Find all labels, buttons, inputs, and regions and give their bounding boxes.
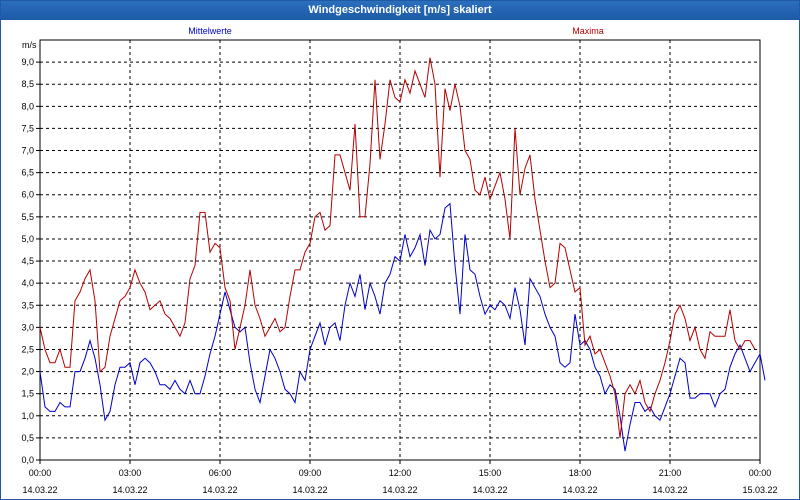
x-tick-time-label: 18:00 (569, 468, 592, 478)
y-tick-label: 0,0 (21, 455, 34, 465)
y-tick-label: 3,5 (21, 300, 34, 310)
y-tick-label: 1,5 (21, 389, 34, 399)
x-tick-time-label: 06:00 (209, 468, 232, 478)
y-tick-label: 4,0 (21, 278, 34, 288)
x-tick-date-label: 15.03.22 (742, 485, 777, 495)
series-line-mittelwerte (39, 202, 766, 452)
y-tick-label: 2,5 (21, 344, 34, 354)
y-tick-label: 9,0 (21, 57, 34, 67)
y-tick-label: 8,5 (21, 79, 34, 89)
y-tick-label: 4,5 (21, 256, 34, 266)
y-tick-label: 6,5 (21, 168, 34, 178)
x-tick-date-label: 14.03.22 (472, 485, 507, 495)
legend-item-maxima: Maxima (572, 26, 604, 36)
legend-item-mittelwerte: Mittelwerte (188, 26, 232, 36)
chart-title: Windgeschwindigkeit [m/s] skaliert (1, 1, 799, 20)
x-tick-date-label: 14.03.22 (382, 485, 417, 495)
y-tick-label: 1,0 (21, 411, 34, 421)
series-line-maxima (39, 57, 756, 438)
x-tick-date-label: 14.03.22 (562, 485, 597, 495)
x-axis-ticks: 00:00 14.03.22 03:00 14.03.22 06:00 14.03.22 0… (22, 460, 778, 495)
x-tick-time-label: 00:00 (749, 468, 772, 478)
y-tick-label: 3,0 (21, 322, 34, 332)
y-tick-label: 2,0 (21, 367, 34, 377)
y-axis-ticks: 0,0 0,5 1,0 1,5 2,0 2,5 3,0 3,5 4,0 4,5 5,0 5,5 6,0 6… (21, 57, 40, 465)
x-tick-time-label: 21:00 (659, 468, 682, 478)
y-tick-label: 0,5 (21, 433, 34, 443)
legend: Mittelwerte Maxima (188, 26, 604, 36)
x-tick-time-label: 12:00 (389, 468, 412, 478)
y-tick-label: 5,5 (21, 212, 34, 222)
y-tick-label: 5,0 (21, 234, 34, 244)
x-tick-time-label: 09:00 (299, 468, 322, 478)
x-tick-date-label: 14.03.22 (112, 485, 147, 495)
x-tick-date-label: 14.03.22 (292, 485, 327, 495)
x-tick-date-label: 14.03.22 (652, 485, 687, 495)
x-tick-date-label: 14.03.22 (202, 485, 237, 495)
x-tick-date-label: 14.03.22 (22, 485, 57, 495)
y-tick-label: 7,5 (21, 123, 34, 133)
x-tick-time-label: 03:00 (119, 468, 142, 478)
y-tick-label: 8,0 (21, 101, 34, 111)
y-axis-unit: m/s (22, 40, 37, 50)
x-tick-time-label: 15:00 (479, 468, 502, 478)
series-lines (39, 57, 766, 452)
y-tick-label: 7,0 (21, 146, 34, 156)
y-tick-label: 6,0 (21, 190, 34, 200)
x-tick-time-label: 00:00 (29, 468, 52, 478)
